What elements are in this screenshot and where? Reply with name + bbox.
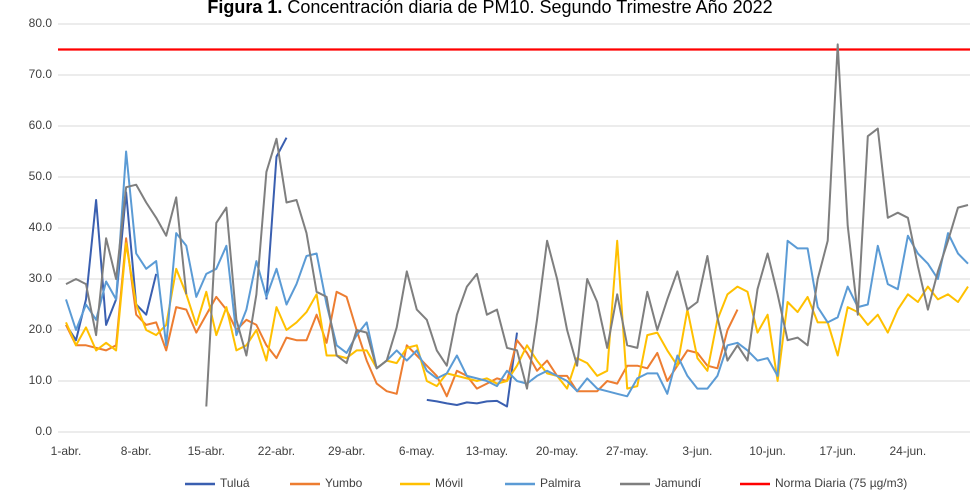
x-tick-label: 3-jun. <box>682 444 712 458</box>
title-text: Concentración diaria de PM10. Segundo Tr… <box>287 0 772 17</box>
title-prefix: Figura 1. <box>207 0 282 17</box>
x-tick-label: 27-may. <box>606 444 648 458</box>
series-line <box>65 137 518 408</box>
x-tick-label: 22-abr. <box>258 444 295 458</box>
x-tick-label: 13-may. <box>466 444 508 458</box>
legend-label: Jamundí <box>655 476 702 490</box>
y-tick-label: 60.0 <box>29 118 53 132</box>
x-tick-label: 17-jun. <box>819 444 856 458</box>
y-tick-label: 40.0 <box>29 220 53 234</box>
legend-label: Palmira <box>540 476 581 490</box>
legend-label: Yumbo <box>325 476 363 490</box>
chart-title: Figura 1. Concentración diaria de PM10. … <box>207 0 772 17</box>
x-tick-label: 15-abr. <box>188 444 225 458</box>
x-tick-label: 1-abr. <box>51 444 82 458</box>
x-tick-label: 10-jun. <box>749 444 786 458</box>
y-tick-label: 0.0 <box>35 424 52 438</box>
y-tick-label: 70.0 <box>29 67 53 81</box>
y-tick-label: 10.0 <box>29 373 53 387</box>
y-tick-label: 50.0 <box>29 169 53 183</box>
y-tick-label: 80.0 <box>29 16 53 30</box>
legend-label: Móvil <box>435 476 463 490</box>
y-tick-label: 30.0 <box>29 271 53 285</box>
legend-label: Tuluá <box>220 476 250 490</box>
legend-label: Norma Diaria (75 µg/m3) <box>775 476 907 490</box>
y-tick-label: 20.0 <box>29 322 53 336</box>
series-line <box>65 239 969 390</box>
x-tick-label: 8-abr. <box>121 444 152 458</box>
series-line <box>65 150 969 398</box>
x-tick-label: 29-abr. <box>328 444 365 458</box>
series-line <box>65 43 969 407</box>
x-tick-label: 20-may. <box>536 444 578 458</box>
x-tick-label: 24-jun. <box>890 444 927 458</box>
x-tick-label: 6-may. <box>399 444 435 458</box>
